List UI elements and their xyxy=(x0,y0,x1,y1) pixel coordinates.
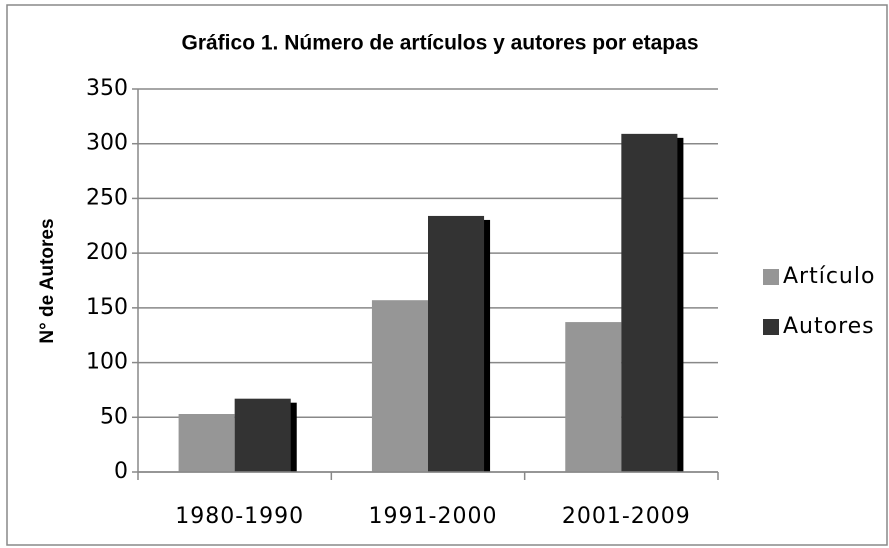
legend-swatch xyxy=(763,269,779,285)
y-tick-label: 0 xyxy=(114,459,128,484)
y-tick-label: 150 xyxy=(86,295,128,320)
bar xyxy=(621,133,678,472)
legend-label: Artículo xyxy=(783,264,875,289)
bar xyxy=(234,398,291,472)
x-tick-label: 1991-2000 xyxy=(369,504,498,529)
legend-swatch xyxy=(763,319,779,335)
y-tick-label: 300 xyxy=(86,131,128,156)
y-axis-label: N° de Autores xyxy=(37,218,58,343)
bar xyxy=(371,300,428,472)
legend-label: Autores xyxy=(783,314,875,339)
x-tick-label: 2001-2009 xyxy=(562,504,691,529)
chart-title: Gráfico 1. Número de artículos y autores… xyxy=(182,32,699,55)
bar xyxy=(178,414,235,472)
y-tick-label: 350 xyxy=(86,76,128,101)
y-tick-label: 100 xyxy=(86,350,128,375)
x-tick-label: 1980-1990 xyxy=(175,504,304,529)
y-tick-label: 200 xyxy=(86,240,128,265)
y-tick-label: 50 xyxy=(100,404,128,429)
y-tick-label: 250 xyxy=(86,185,128,210)
bar xyxy=(428,215,485,473)
bar xyxy=(565,322,622,472)
